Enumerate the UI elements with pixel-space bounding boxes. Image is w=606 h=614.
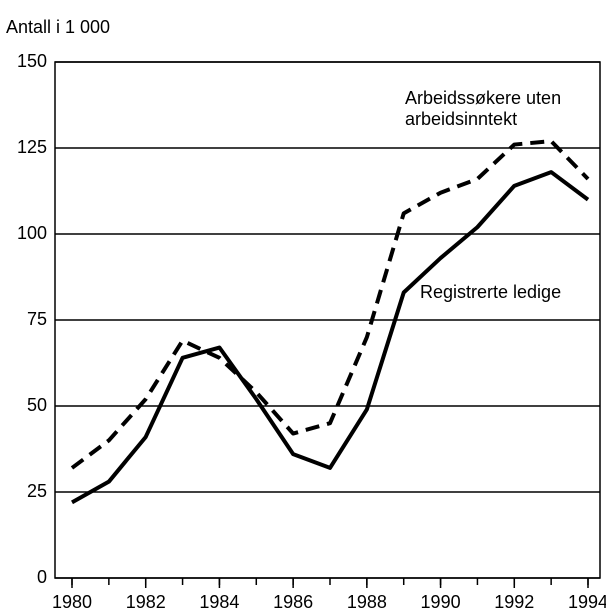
x-tick-label: 1992 <box>494 592 534 612</box>
x-tick-label: 1986 <box>273 592 313 612</box>
series-line <box>70 139 590 470</box>
series-line <box>71 170 590 505</box>
y-tick-label: 100 <box>17 223 47 243</box>
series-label: Arbeidssøkere uten arbeidsinntekt <box>405 88 595 130</box>
y-axis-label: Antall i 1 000 <box>6 17 110 37</box>
x-tick-label: 1988 <box>347 592 387 612</box>
plot-frame <box>54 61 601 579</box>
x-tick-label: 1994 <box>568 592 606 612</box>
x-tick-label: 1990 <box>421 592 461 612</box>
x-tick-label: 1980 <box>52 592 92 612</box>
y-tick-label: 150 <box>17 51 47 71</box>
series-label: Registrerte ledige <box>420 282 562 303</box>
y-tick-label: 50 <box>27 395 47 415</box>
y-tick-label: 125 <box>17 137 47 157</box>
y-tick-label: 0 <box>37 567 47 587</box>
y-tick-label: 25 <box>27 481 47 501</box>
x-tick-label: 1982 <box>126 592 166 612</box>
x-tick-label: 1984 <box>199 592 239 612</box>
y-tick-label: 75 <box>27 309 47 329</box>
